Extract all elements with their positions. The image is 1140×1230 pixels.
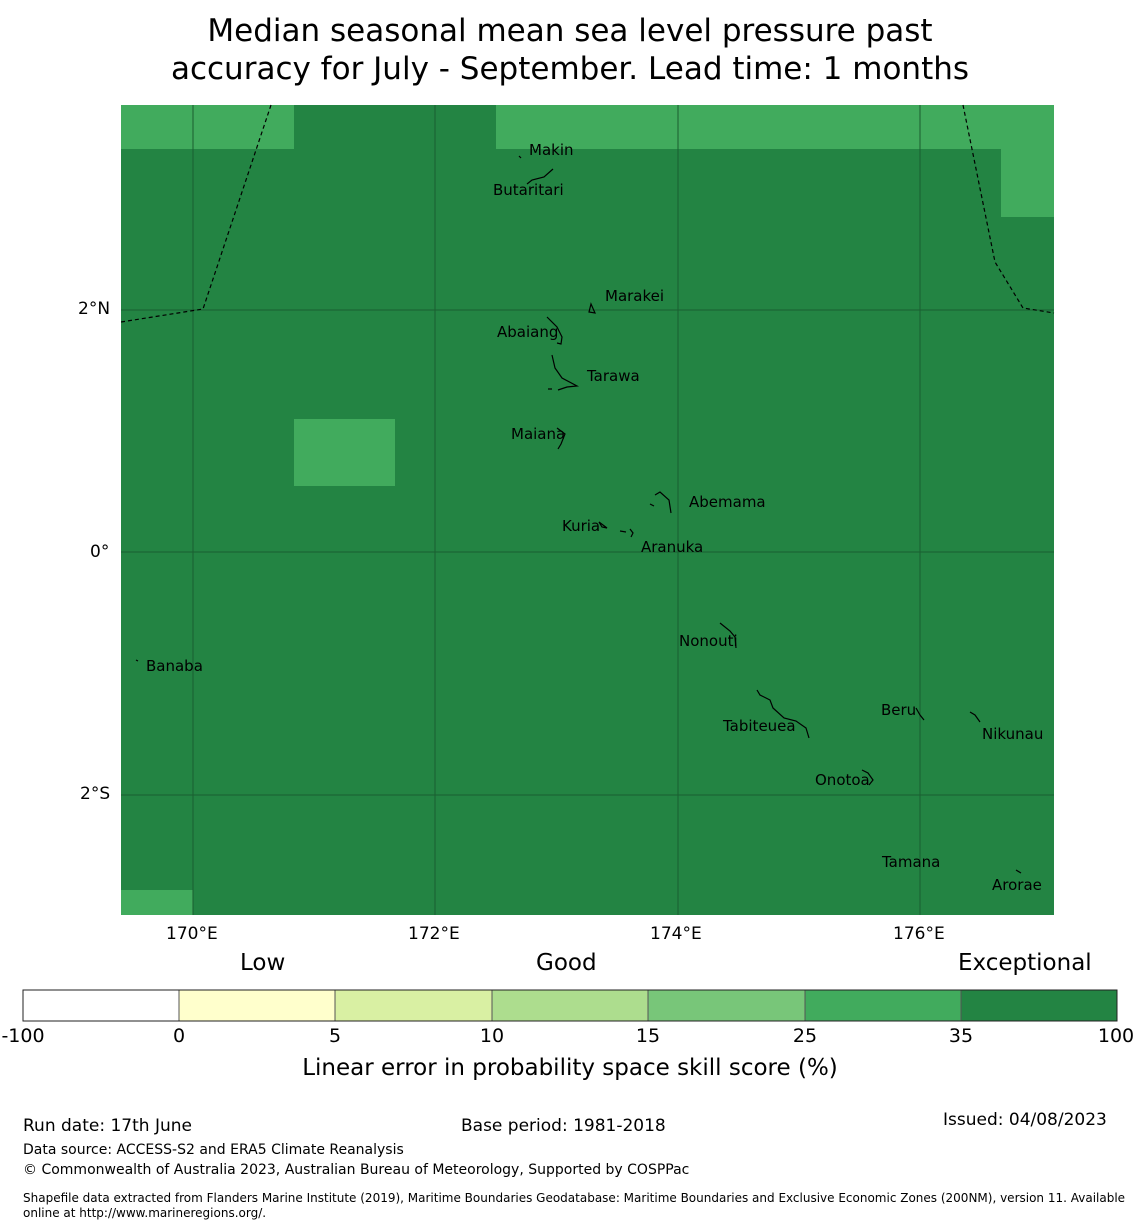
legend-tick: 5 bbox=[328, 1025, 342, 1047]
skill-cell-25-35 bbox=[1001, 149, 1054, 217]
lat-label: 2°N bbox=[78, 299, 111, 319]
map-title-line-2: accuracy for July - September. Lead time… bbox=[170, 51, 970, 87]
island-label-tarawa: Tarawa bbox=[587, 367, 640, 385]
island-label-beru: Beru bbox=[881, 701, 917, 719]
island-shape-kuria bbox=[598, 521, 608, 529]
legend-colorbar bbox=[22, 989, 1118, 1022]
island-label-aranuka: Aranuka bbox=[641, 538, 704, 556]
island-label-arorae: Arorae bbox=[992, 876, 1042, 894]
legend-tick: 15 bbox=[635, 1025, 661, 1047]
island-shape-arorae bbox=[1015, 869, 1022, 874]
island-shape-nonouti bbox=[719, 622, 737, 649]
lat-label: 2°S bbox=[80, 784, 111, 804]
legend-category-low: Low bbox=[240, 950, 286, 976]
island-shape-banaba bbox=[135, 659, 139, 662]
lon-label: 176°E bbox=[893, 924, 945, 944]
island-label-nonouti: Nonouti bbox=[679, 632, 738, 650]
island-shape-tabiteuea bbox=[756, 689, 810, 739]
eez-boundary bbox=[120, 104, 1055, 323]
island-label-kuria: Kuria bbox=[562, 517, 601, 535]
island-label-tabiteuea: Tabiteuea bbox=[723, 717, 796, 735]
skill-cell-25-35 bbox=[121, 890, 193, 915]
island-shape-onotoa bbox=[861, 769, 874, 786]
island-label-nikunau: Nikunau bbox=[982, 725, 1044, 743]
map-gridlines bbox=[121, 105, 1054, 915]
legend-title: Linear error in probability space skill … bbox=[302, 1055, 838, 1081]
island-shape-abaiang bbox=[546, 316, 563, 345]
island-label-marakei: Marakei bbox=[605, 287, 665, 305]
island-label-banaba: Banaba bbox=[146, 657, 203, 675]
skill-cell-25-35 bbox=[294, 419, 395, 486]
shapefile-credit: Shapefile data extracted from Flanders M… bbox=[23, 1191, 1126, 1220]
map-background bbox=[121, 105, 1054, 915]
island-label-makin: Makin bbox=[529, 141, 574, 159]
lon-label: 170°E bbox=[166, 924, 218, 944]
legend-tick: 35 bbox=[948, 1025, 974, 1047]
island-shape-marakei bbox=[588, 302, 597, 314]
skill-cell-25-35 bbox=[121, 105, 294, 149]
island-label-onotoa: Onotoa bbox=[815, 771, 870, 789]
island-outlines bbox=[135, 155, 1022, 874]
legend-tick: 100 bbox=[1097, 1025, 1135, 1047]
island-label-maiana: Maiana bbox=[511, 425, 566, 443]
copyright: © Commonwealth of Australia 2023, Austra… bbox=[23, 1162, 690, 1178]
base-period: Base period: 1981-2018 bbox=[461, 1116, 666, 1136]
island-shape-nikunau bbox=[969, 711, 981, 723]
island-shape-beru bbox=[915, 707, 925, 721]
island-shape-maiana bbox=[556, 427, 566, 450]
issued-date: Issued: 04/08/2023 bbox=[943, 1110, 1107, 1130]
island-label-tamana: Tamana bbox=[882, 853, 941, 871]
legend-tick: -100 bbox=[1, 1025, 45, 1047]
island-shape-tarawa bbox=[551, 354, 580, 391]
island-shape-butaritari bbox=[526, 168, 554, 185]
legend-category-exceptional: Exceptional bbox=[958, 950, 1092, 976]
lon-label: 172°E bbox=[408, 924, 460, 944]
legend-tick: 10 bbox=[479, 1025, 505, 1047]
run-date: Run date: 17th June bbox=[23, 1116, 192, 1136]
map-title-line-1: Median seasonal mean sea level pressure … bbox=[207, 13, 933, 49]
island-shape-makin bbox=[518, 155, 522, 159]
island-shape-abemama bbox=[654, 491, 672, 514]
island-label-butaritari: Butaritari bbox=[493, 181, 564, 199]
data-source: Data source: ACCESS-S2 and ERA5 Climate … bbox=[23, 1142, 404, 1158]
island-label-abaiang: Abaiang bbox=[497, 323, 559, 341]
lon-label: 174°E bbox=[650, 924, 702, 944]
legend-tick: 25 bbox=[792, 1025, 818, 1047]
legend-category-good: Good bbox=[536, 950, 597, 976]
island-label-abemama: Abemama bbox=[689, 493, 766, 511]
map-title: Median seasonal mean sea level pressure … bbox=[0, 12, 1140, 88]
legend-tick: 0 bbox=[172, 1025, 186, 1047]
lat-label: 0° bbox=[90, 542, 110, 562]
island-shape-aranuka bbox=[619, 528, 634, 538]
skill-cell-25-35 bbox=[496, 105, 1054, 149]
